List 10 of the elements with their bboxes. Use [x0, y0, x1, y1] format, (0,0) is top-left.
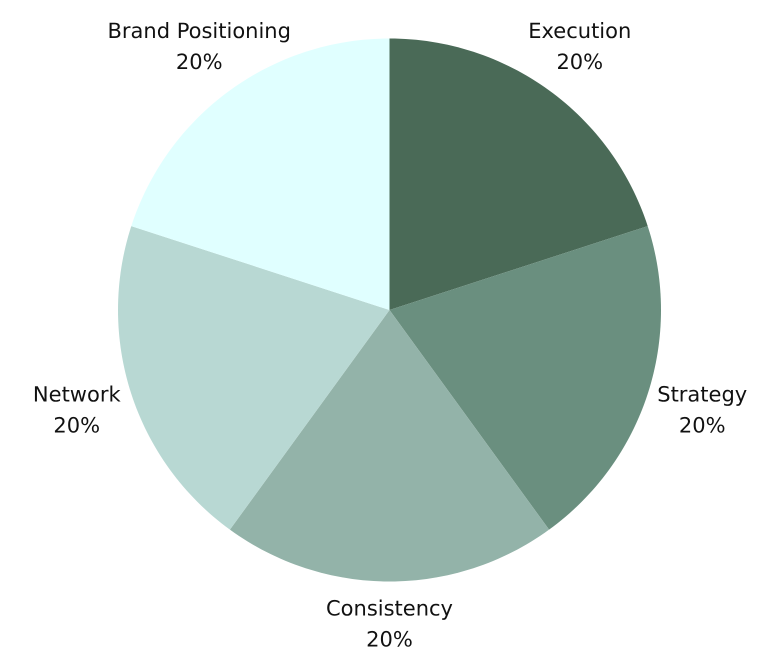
- slice-label: Execution: [528, 19, 632, 44]
- slice-label: Brand Positioning: [107, 19, 291, 44]
- data-label: 20%: [678, 414, 726, 438]
- data-label: 20%: [53, 414, 100, 438]
- data-label: 20%: [556, 50, 604, 74]
- slice-label: Network: [32, 382, 122, 407]
- data-label: 20%: [176, 50, 223, 74]
- slice-label: Strategy: [657, 382, 748, 407]
- slice-label: Consistency: [326, 596, 453, 620]
- data-label: 20%: [366, 627, 413, 652]
